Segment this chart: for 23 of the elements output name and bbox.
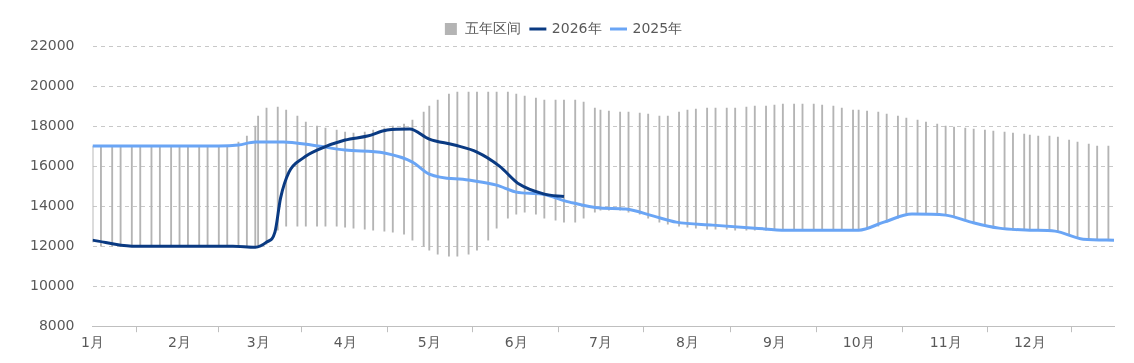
x-tick-label: 12月 bbox=[1013, 334, 1046, 351]
x-tick-label: 10月 bbox=[842, 334, 875, 351]
x-tick-label: 7月 bbox=[589, 334, 612, 351]
x-tick-label: 9月 bbox=[762, 334, 786, 351]
legend-label: 2025年 bbox=[632, 19, 683, 36]
x-tick-label: 6月 bbox=[504, 334, 528, 351]
y-tick-label: 10000 bbox=[29, 276, 75, 293]
y-tick-label: 16000 bbox=[29, 156, 75, 173]
x-tick-label: 2月 bbox=[168, 334, 191, 351]
y-tick-label: 12000 bbox=[29, 236, 75, 253]
x-tick-label: 1月 bbox=[81, 334, 104, 351]
legend-label: 五年区间 bbox=[464, 19, 521, 36]
y-tick-label: 22000 bbox=[29, 36, 75, 53]
x-tick-label: 8月 bbox=[675, 334, 699, 351]
y-tick-label: 18000 bbox=[29, 116, 75, 133]
x-tick-label: 11月 bbox=[929, 334, 962, 351]
x-tick-label: 5月 bbox=[417, 334, 441, 351]
y-tick-label: 20000 bbox=[29, 76, 75, 93]
y-tick-label: 8000 bbox=[38, 316, 75, 333]
x-tick-label: 3月 bbox=[246, 334, 270, 351]
y-tick-label: 14000 bbox=[29, 196, 75, 213]
legend-label: 2026年 bbox=[551, 19, 602, 36]
x-tick-label: 4月 bbox=[333, 334, 357, 351]
